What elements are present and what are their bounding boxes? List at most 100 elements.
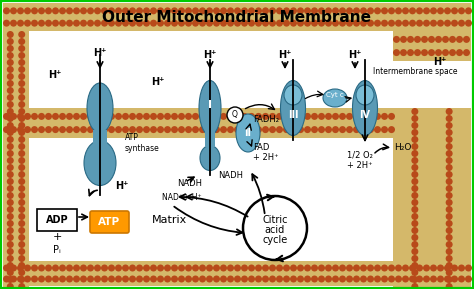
Circle shape bbox=[199, 7, 206, 14]
Circle shape bbox=[227, 113, 234, 120]
Circle shape bbox=[150, 126, 157, 133]
Text: III: III bbox=[288, 110, 298, 120]
Circle shape bbox=[18, 129, 25, 136]
Circle shape bbox=[248, 7, 255, 14]
Circle shape bbox=[451, 20, 458, 27]
Circle shape bbox=[367, 264, 374, 271]
Circle shape bbox=[150, 264, 157, 271]
Circle shape bbox=[269, 126, 276, 133]
Circle shape bbox=[248, 126, 255, 133]
Circle shape bbox=[411, 269, 419, 276]
Circle shape bbox=[7, 38, 14, 45]
Circle shape bbox=[66, 264, 73, 271]
Circle shape bbox=[7, 108, 14, 115]
Circle shape bbox=[199, 113, 206, 120]
FancyBboxPatch shape bbox=[90, 211, 129, 233]
Circle shape bbox=[411, 234, 419, 241]
Circle shape bbox=[409, 264, 416, 271]
Text: Outer Mitochondrial Membrane: Outer Mitochondrial Membrane bbox=[102, 10, 372, 25]
Circle shape bbox=[108, 113, 115, 120]
Circle shape bbox=[411, 276, 419, 283]
Circle shape bbox=[402, 264, 409, 271]
Circle shape bbox=[17, 20, 24, 27]
Circle shape bbox=[3, 275, 10, 283]
Circle shape bbox=[10, 264, 17, 271]
Circle shape bbox=[423, 20, 430, 27]
Circle shape bbox=[59, 264, 66, 271]
Circle shape bbox=[283, 113, 290, 120]
Circle shape bbox=[325, 275, 332, 283]
Circle shape bbox=[18, 213, 25, 220]
Circle shape bbox=[7, 227, 14, 234]
Text: 1/2 O₂: 1/2 O₂ bbox=[347, 151, 373, 160]
Circle shape bbox=[411, 122, 419, 129]
Circle shape bbox=[325, 7, 332, 14]
Circle shape bbox=[400, 49, 407, 56]
Circle shape bbox=[7, 136, 14, 143]
Circle shape bbox=[164, 126, 171, 133]
Circle shape bbox=[227, 20, 234, 27]
Circle shape bbox=[395, 264, 402, 271]
Circle shape bbox=[80, 264, 87, 271]
Circle shape bbox=[234, 126, 241, 133]
Circle shape bbox=[10, 126, 17, 133]
Circle shape bbox=[38, 126, 45, 133]
Circle shape bbox=[248, 113, 255, 120]
Circle shape bbox=[411, 220, 419, 227]
FancyBboxPatch shape bbox=[37, 209, 77, 231]
Circle shape bbox=[185, 264, 192, 271]
Circle shape bbox=[416, 275, 423, 283]
Circle shape bbox=[7, 59, 14, 66]
Circle shape bbox=[465, 7, 472, 14]
Text: FAD: FAD bbox=[253, 144, 269, 153]
Text: ATP: ATP bbox=[98, 217, 120, 227]
Circle shape bbox=[7, 115, 14, 122]
Circle shape bbox=[45, 113, 52, 120]
Circle shape bbox=[411, 129, 419, 136]
Circle shape bbox=[7, 122, 14, 129]
Circle shape bbox=[66, 275, 73, 283]
Text: + 2H⁺: + 2H⁺ bbox=[347, 162, 373, 171]
Circle shape bbox=[18, 108, 25, 115]
Circle shape bbox=[18, 164, 25, 171]
Circle shape bbox=[442, 49, 449, 56]
Circle shape bbox=[428, 49, 435, 56]
Circle shape bbox=[465, 264, 472, 271]
Text: FADH₂: FADH₂ bbox=[253, 116, 279, 125]
Circle shape bbox=[446, 115, 453, 122]
Circle shape bbox=[199, 126, 206, 133]
Circle shape bbox=[129, 264, 136, 271]
Circle shape bbox=[136, 264, 143, 271]
Circle shape bbox=[367, 275, 374, 283]
Circle shape bbox=[374, 275, 381, 283]
Circle shape bbox=[136, 113, 143, 120]
Circle shape bbox=[164, 113, 171, 120]
Circle shape bbox=[31, 264, 38, 271]
Circle shape bbox=[171, 7, 178, 14]
Circle shape bbox=[444, 264, 451, 271]
Circle shape bbox=[325, 126, 332, 133]
Ellipse shape bbox=[236, 114, 260, 152]
Circle shape bbox=[101, 264, 108, 271]
Circle shape bbox=[388, 264, 395, 271]
Circle shape bbox=[458, 275, 465, 283]
Circle shape bbox=[444, 20, 451, 27]
Circle shape bbox=[115, 7, 122, 14]
Circle shape bbox=[446, 122, 453, 129]
Circle shape bbox=[297, 20, 304, 27]
Circle shape bbox=[262, 20, 269, 27]
Text: H⁺: H⁺ bbox=[115, 181, 128, 191]
Text: H⁺: H⁺ bbox=[433, 57, 447, 67]
Circle shape bbox=[7, 66, 14, 73]
Circle shape bbox=[80, 275, 87, 283]
Circle shape bbox=[164, 264, 171, 271]
Circle shape bbox=[290, 275, 297, 283]
Circle shape bbox=[18, 178, 25, 185]
Circle shape bbox=[409, 20, 416, 27]
Circle shape bbox=[234, 20, 241, 27]
Circle shape bbox=[446, 255, 453, 262]
Circle shape bbox=[122, 275, 129, 283]
Circle shape bbox=[269, 7, 276, 14]
Bar bbox=[393, 31, 471, 61]
Circle shape bbox=[108, 275, 115, 283]
